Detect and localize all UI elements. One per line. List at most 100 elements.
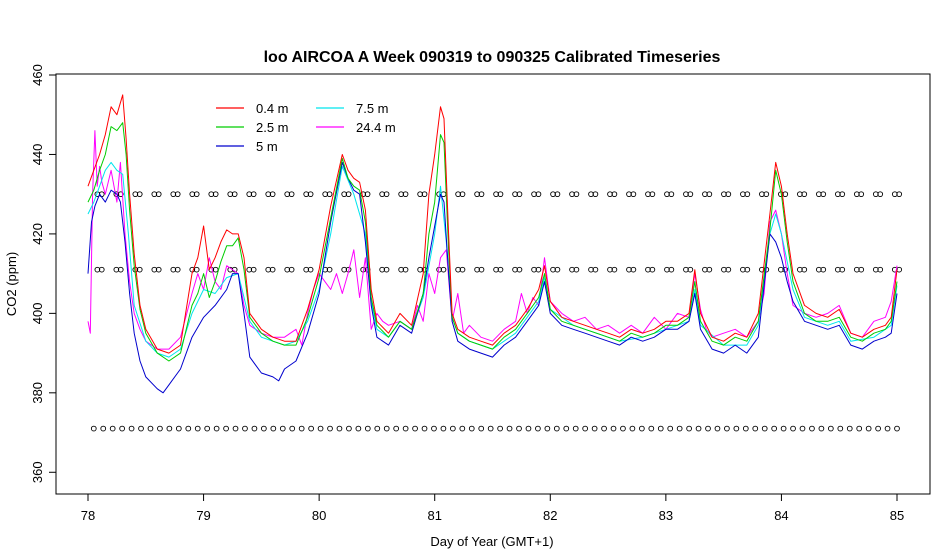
y-axis: 360 380 400 420 440 460 [30,64,57,483]
reference-marker [303,191,314,198]
reference-marker [604,512,613,517]
reference-marker [270,425,277,432]
reference-marker [550,266,561,273]
reference-marker [451,512,460,517]
series-line-0-4-m [87,94,898,354]
reference-marker [335,512,344,517]
legend-entry: 2.5 m [216,120,289,135]
reference-marker [676,425,683,432]
reference-marker [740,191,751,198]
reference-marker [796,512,805,517]
reference-marker [182,512,191,517]
reference-marker [626,191,637,198]
reference-marker [289,425,296,432]
reference-marker [771,425,778,432]
reference-marker [572,425,579,432]
reference-marker [872,266,884,273]
reference-marker-layer [90,191,903,517]
series-layer [87,94,898,394]
reference-marker [626,266,637,273]
series-line-5-m [87,161,898,394]
reference-marker [686,425,692,432]
x-tick-label: 78 [81,508,95,523]
legend: 0.4 m 2.5 m 5 m 7.5 m 24.4 m [216,101,396,154]
reference-marker [138,425,144,432]
reference-marker [308,425,314,432]
reference-marker [761,425,768,432]
reference-marker [724,425,730,432]
reference-marker [872,191,884,198]
reference-marker [525,425,532,432]
reference-marker [455,191,466,198]
reference-marker [163,512,172,517]
reference-marker [189,191,200,198]
reference-marker [629,425,636,432]
reference-marker [298,425,305,432]
reference-marker [489,512,498,517]
reference-marker [648,425,655,432]
reference-marker [752,425,759,432]
reference-marker [780,425,787,432]
reference-marker [278,512,287,517]
reference-marker [393,512,402,517]
reference-marker [147,425,154,432]
reference-marker [100,425,107,432]
reference-marker [265,191,276,198]
reference-marker [582,425,589,432]
reference-marker [601,425,607,432]
reference-marker [346,425,352,432]
reference-marker [398,191,409,198]
reference-marker [645,191,656,198]
reference-marker [450,425,456,432]
reference-marker [128,425,135,432]
x-axis-title: Day of Year (GMT+1) [430,534,553,549]
reference-marker [550,191,561,198]
x-tick-label: 80 [312,508,326,523]
reference-marker [242,425,248,432]
y-tick-label: 380 [30,382,45,404]
reference-marker [818,425,825,432]
reference-marker [474,191,485,198]
reference-marker [355,425,362,432]
reference-marker [374,425,381,432]
reference-marker [569,191,580,198]
x-tick-label: 85 [890,508,904,523]
reference-marker [493,266,504,273]
reference-marker [170,191,181,198]
reference-marker [508,512,517,517]
reference-marker [412,425,418,432]
reference-marker [620,425,626,432]
reference-marker [700,512,709,517]
reference-marker [185,425,192,432]
reference-marker [204,425,211,432]
legend-label: 0.4 m [256,101,289,116]
reference-marker [383,425,390,432]
reference-marker [303,266,314,273]
reference-marker [379,191,390,198]
legend-label: 24.4 m [356,120,396,135]
reference-marker [259,512,268,517]
reference-marker [664,191,675,198]
reference-marker [132,191,143,198]
reference-marker [213,425,220,432]
reference-marker [702,191,713,198]
reference-marker [109,425,116,432]
reference-marker [721,266,732,273]
reference-marker [816,266,827,273]
reference-marker [113,266,124,273]
reference-marker [681,512,690,517]
reference-marker [816,512,825,517]
y-tick-label: 360 [30,461,45,483]
reference-marker [894,425,900,432]
y-tick-label: 440 [30,144,45,166]
reference-marker [284,266,295,273]
reference-marker [493,191,504,198]
reference-marker [265,266,276,273]
reference-marker [379,266,390,273]
reference-marker [470,512,479,517]
reference-marker [739,512,748,517]
reference-marker [297,512,306,517]
reference-marker [667,425,674,432]
reference-marker [497,425,503,432]
